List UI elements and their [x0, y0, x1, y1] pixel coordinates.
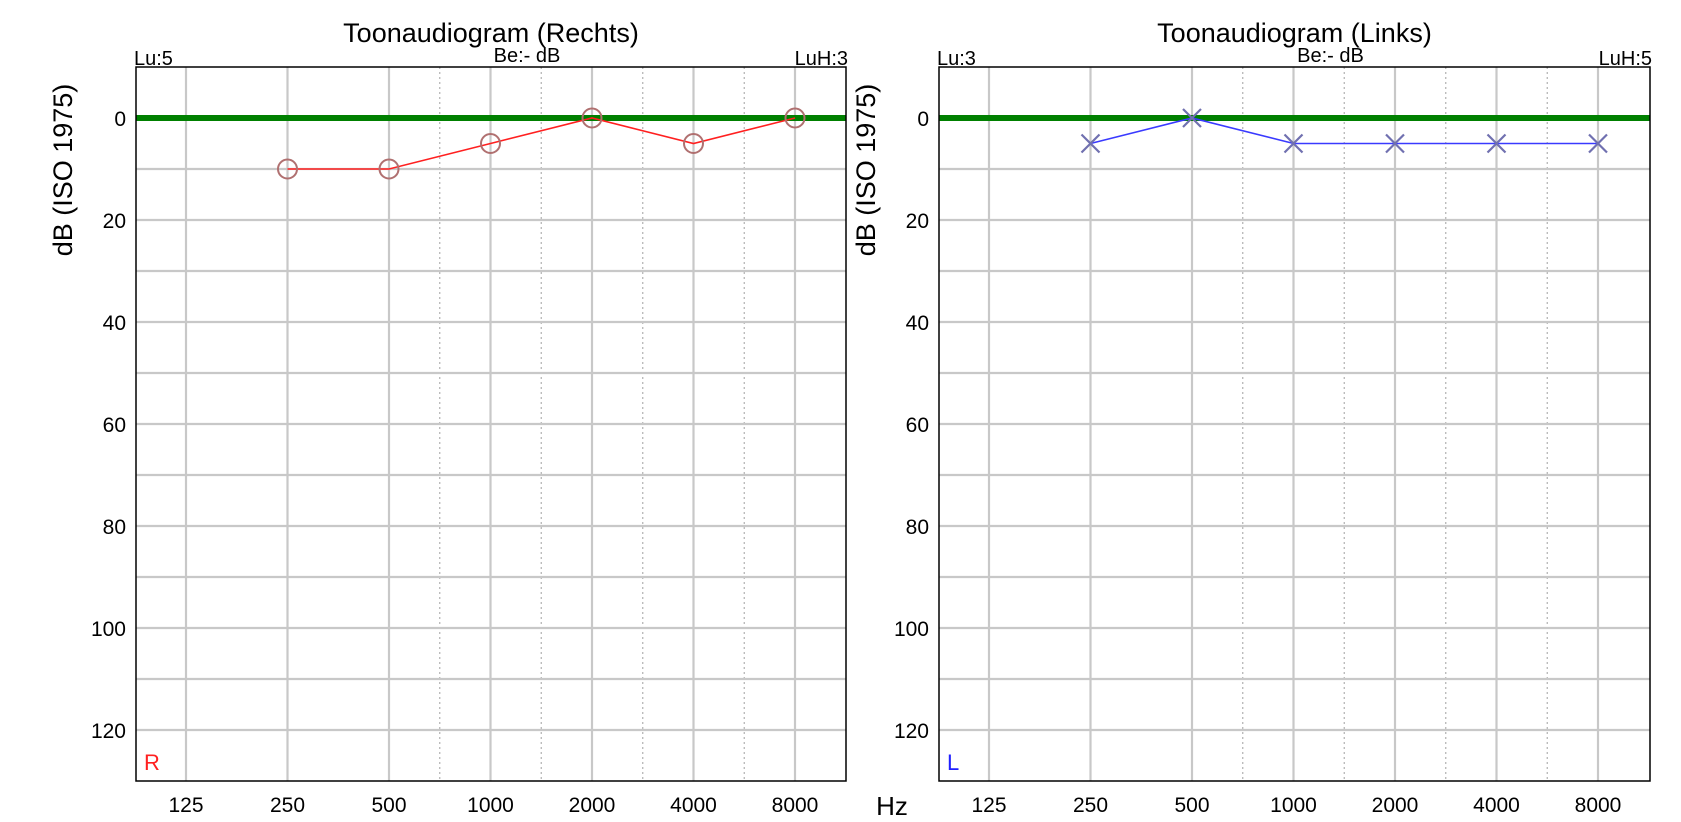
y-tick-label: 60: [103, 414, 126, 437]
y-axis-label: dB (ISO 1975): [48, 84, 78, 257]
y-tick-label: 0: [114, 108, 126, 131]
hz-axis-label: Hz: [876, 791, 908, 821]
ear-label: L: [947, 750, 959, 775]
y-tick-label: 80: [103, 516, 126, 539]
x-tick-label: 2000: [569, 794, 616, 817]
series-line: [1090, 117, 1598, 145]
x-tick-label: 125: [168, 794, 203, 817]
data-point: [1486, 133, 1507, 154]
data-point: [277, 158, 298, 180]
y-tick-label: 120: [894, 720, 929, 743]
data-point: [378, 158, 400, 180]
data-point: [1283, 133, 1304, 154]
y-tick-label: 100: [894, 618, 929, 641]
x-tick-label: 8000: [1575, 794, 1622, 817]
audiogram-left: Toonaudiogram (Links) Lu:3 Be:- dB LuH:5 dB …: [851, 18, 1652, 817]
chart-title: Toonaudiogram (Rechts): [343, 18, 639, 48]
header-right-label: LuH:5: [1599, 48, 1652, 70]
x-tick-label: 500: [1174, 794, 1209, 817]
data-point: [1080, 133, 1101, 154]
header-left-label: Lu:3: [937, 48, 976, 70]
x-tick-label: 1000: [1270, 794, 1317, 817]
plot-frame: [938, 66, 1651, 782]
data-point: [1588, 133, 1608, 154]
y-tick-label: 40: [906, 312, 929, 335]
data-point: [581, 107, 603, 129]
x-tick-label: 500: [371, 794, 406, 817]
y-tick-label: 20: [103, 210, 126, 233]
x-tick-label: 250: [1073, 794, 1108, 817]
header-center-label: Be:- dB: [1297, 45, 1364, 67]
chart-title: Toonaudiogram (Links): [1157, 18, 1432, 48]
x-tick-label: 125: [971, 794, 1006, 817]
audiogram-right: Toonaudiogram (Rechts) Lu:5 Be:- dB LuH:3 dB…: [48, 18, 848, 817]
y-tick-label: 80: [906, 516, 929, 539]
data-point: [683, 133, 704, 154]
y-axis-label: dB (ISO 1975): [851, 84, 881, 257]
y-tick-label: 60: [906, 414, 929, 437]
y-tick-label: 0: [917, 108, 929, 131]
x-tick-label: 1000: [467, 794, 514, 817]
x-tick-label: 4000: [670, 794, 717, 817]
y-tick-label: 40: [103, 312, 126, 335]
y-tick-label: 120: [91, 720, 126, 743]
header-center-label: Be:- dB: [494, 45, 561, 67]
series-line: [287, 117, 796, 170]
x-tick-label: 250: [270, 794, 305, 817]
header-right-label: LuH:3: [795, 48, 848, 70]
ear-label: R: [144, 750, 160, 775]
data-point: [1385, 133, 1405, 154]
x-tick-label: 4000: [1473, 794, 1520, 817]
x-tick-label: 8000: [772, 794, 819, 817]
y-tick-label: 20: [906, 210, 929, 233]
y-tick-label: 100: [91, 618, 126, 641]
plot-frame: [135, 66, 847, 782]
data-point: [480, 133, 501, 154]
header-left-label: Lu:5: [134, 48, 173, 70]
data-point: [784, 107, 806, 129]
data-point: [1182, 108, 1202, 128]
x-tick-label: 2000: [1372, 794, 1419, 817]
